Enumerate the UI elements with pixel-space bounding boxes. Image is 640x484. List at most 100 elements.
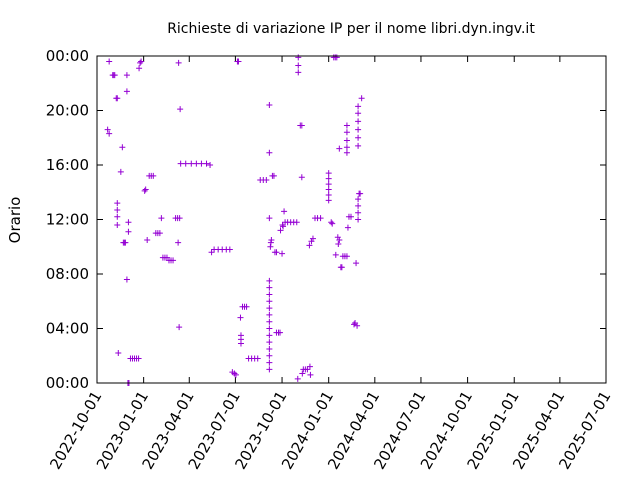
data-point bbox=[343, 149, 350, 156]
data-point bbox=[156, 230, 163, 237]
data-point bbox=[355, 126, 362, 133]
data-point bbox=[279, 221, 286, 228]
data-point bbox=[266, 305, 273, 312]
data-point bbox=[266, 311, 273, 318]
data-point bbox=[266, 318, 273, 325]
data-point bbox=[142, 186, 149, 193]
data-point bbox=[298, 174, 305, 181]
y-tick-label: 16:00 bbox=[46, 156, 89, 174]
data-point bbox=[266, 345, 273, 352]
data-point bbox=[266, 102, 273, 109]
data-point bbox=[117, 168, 124, 175]
data-point bbox=[266, 298, 273, 305]
data-point bbox=[267, 239, 274, 246]
data-point bbox=[106, 58, 113, 65]
data-point bbox=[158, 215, 165, 222]
y-tick-label: 00:00 bbox=[46, 47, 89, 65]
data-point bbox=[343, 129, 350, 136]
data-point bbox=[266, 284, 273, 291]
data-point bbox=[335, 241, 342, 248]
data-point bbox=[355, 209, 362, 216]
data-point bbox=[234, 58, 241, 65]
data-point bbox=[338, 264, 345, 271]
data-point bbox=[170, 257, 177, 264]
data-point bbox=[198, 160, 205, 167]
data-point bbox=[177, 106, 184, 113]
data-point bbox=[355, 196, 362, 203]
data-point bbox=[332, 251, 339, 258]
data-point bbox=[111, 72, 118, 79]
data-point bbox=[175, 59, 182, 66]
data-point bbox=[336, 236, 343, 243]
data-point bbox=[298, 122, 305, 129]
axes: 00:0004:0008:0012:0016:0020:0000:002022-… bbox=[46, 47, 615, 473]
data-point bbox=[123, 276, 130, 283]
data-point bbox=[355, 142, 362, 149]
data-point bbox=[347, 213, 354, 220]
data-point bbox=[343, 253, 350, 260]
y-tick-label: 12:00 bbox=[46, 211, 89, 229]
data-point bbox=[175, 239, 182, 246]
data-point bbox=[295, 62, 302, 69]
data-point bbox=[293, 219, 300, 226]
data-point bbox=[354, 322, 361, 329]
data-point bbox=[237, 340, 244, 347]
data-point bbox=[325, 197, 332, 204]
data-point bbox=[123, 88, 130, 95]
data-point bbox=[263, 176, 270, 183]
data-point bbox=[295, 54, 302, 61]
data-point bbox=[277, 227, 284, 234]
data-point bbox=[266, 149, 273, 156]
data-point bbox=[280, 223, 287, 230]
data-point bbox=[106, 130, 113, 137]
data-point bbox=[295, 69, 302, 76]
data-point bbox=[325, 191, 332, 198]
data-point bbox=[325, 181, 332, 188]
data-point bbox=[306, 363, 313, 370]
data-point bbox=[125, 228, 132, 235]
data-point bbox=[336, 145, 343, 152]
data-point bbox=[355, 216, 362, 223]
y-tick-label: 04:00 bbox=[46, 320, 89, 338]
data-point bbox=[328, 219, 335, 226]
data-point bbox=[266, 325, 273, 332]
data-point bbox=[353, 260, 360, 267]
data-point bbox=[136, 65, 143, 72]
data-points bbox=[104, 54, 365, 386]
chart-title: Richieste di variazione IP per il nome l… bbox=[167, 21, 535, 37]
data-point bbox=[266, 215, 273, 222]
data-point bbox=[357, 190, 364, 197]
data-point bbox=[182, 160, 189, 167]
data-point bbox=[299, 370, 306, 377]
data-point bbox=[135, 355, 142, 362]
data-point bbox=[138, 58, 145, 65]
data-point bbox=[268, 236, 275, 243]
data-point bbox=[254, 355, 261, 362]
data-point bbox=[306, 242, 313, 249]
data-point bbox=[333, 54, 340, 61]
data-point bbox=[355, 202, 362, 209]
data-point bbox=[243, 303, 250, 310]
y-tick-label: 08:00 bbox=[46, 265, 89, 283]
data-point bbox=[207, 162, 214, 168]
data-point bbox=[343, 144, 350, 151]
data-point bbox=[114, 206, 121, 213]
data-point bbox=[122, 239, 129, 246]
data-point bbox=[281, 208, 288, 215]
data-point bbox=[355, 110, 362, 117]
data-point bbox=[325, 170, 332, 177]
data-point bbox=[208, 249, 215, 256]
data-point bbox=[144, 236, 151, 243]
data-point bbox=[203, 160, 210, 167]
data-point bbox=[317, 215, 324, 222]
y-tick-label: 00:00 bbox=[46, 374, 89, 392]
data-point bbox=[137, 59, 144, 66]
data-point bbox=[266, 291, 273, 298]
data-point bbox=[176, 324, 183, 331]
data-point bbox=[150, 172, 157, 179]
data-point bbox=[104, 126, 111, 133]
data-point bbox=[114, 95, 121, 102]
data-point bbox=[270, 172, 277, 179]
data-point bbox=[266, 277, 273, 284]
